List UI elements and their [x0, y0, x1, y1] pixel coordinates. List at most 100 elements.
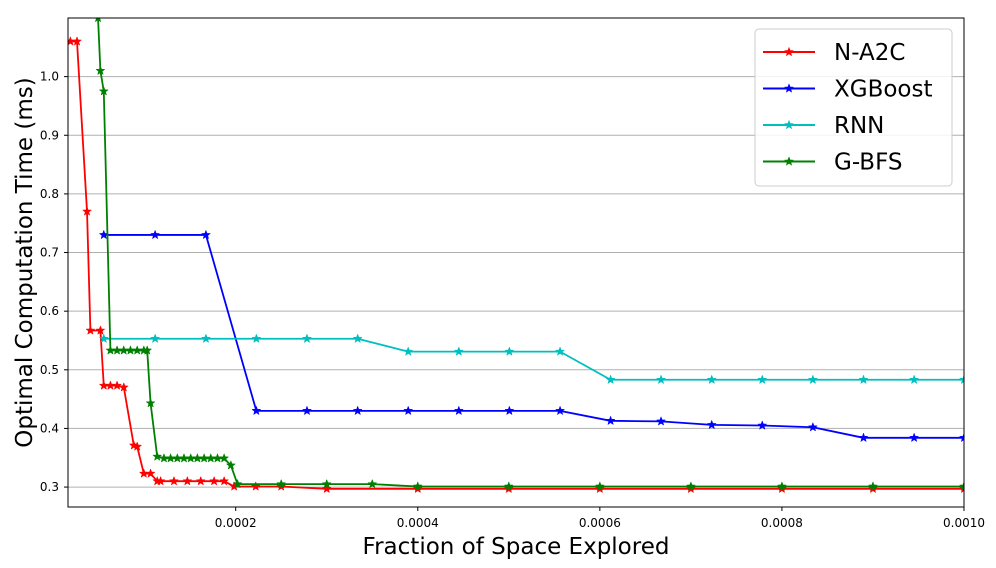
- x-tick-label: 0.0010: [943, 516, 985, 530]
- x-tick-label: 0.0004: [397, 516, 439, 530]
- legend: N-A2C XGBoost RNN G-BFS: [754, 28, 953, 187]
- legend-item-rnn: RNN: [763, 113, 884, 139]
- data-point-n-a2c: [195, 475, 206, 486]
- data-point-g-bfs: [232, 478, 243, 489]
- axis-ticks: 0.3 0.4 0.5 0.6 0.7 0.8 0.9 1.0 0.0002 0.0004 0.00…: [40, 70, 985, 530]
- y-tick-label: 0.7: [40, 246, 59, 260]
- data-point-n-a2c: [118, 382, 129, 392]
- data-point-xgboost: [655, 416, 667, 426]
- y-tick-label: 0.8: [40, 187, 59, 201]
- y-tick-label: 0.4: [40, 421, 59, 435]
- data-point-xgboost: [403, 405, 414, 416]
- data-point-n-a2c: [155, 475, 166, 486]
- y-tick-label: 0.5: [40, 363, 59, 377]
- series-xgboost: [98, 229, 964, 443]
- legend-label: G-BFS: [834, 150, 903, 176]
- data-point-rnn: [655, 374, 667, 385]
- legend-marker: [783, 119, 795, 130]
- data-point-g-bfs: [95, 65, 106, 76]
- data-point-rnn: [605, 374, 616, 385]
- x-tick-label: 0.0002: [215, 516, 257, 530]
- data-point-n-a2c: [81, 206, 93, 216]
- data-point-xgboost: [757, 420, 768, 430]
- data-point-n-a2c: [182, 475, 193, 486]
- data-point-rnn: [301, 333, 313, 344]
- data-point-rnn: [958, 374, 964, 385]
- data-point-xgboost: [555, 405, 566, 416]
- data-point-rnn: [200, 333, 211, 344]
- x-axis-label: Fraction of Space Explored: [363, 534, 670, 560]
- data-point-g-bfs: [94, 18, 102, 23]
- data-point-n-a2c: [71, 36, 83, 46]
- data-point-n-a2c: [168, 475, 180, 486]
- legend-marker: [783, 46, 795, 57]
- data-point-rnn: [706, 374, 717, 385]
- x-tick-label: 0.0006: [579, 516, 621, 530]
- data-point-rnn: [403, 346, 414, 356]
- data-point-g-bfs: [594, 481, 605, 491]
- data-point-rnn: [352, 333, 363, 344]
- data-point-rnn: [757, 374, 768, 385]
- data-point-xgboost: [706, 419, 717, 430]
- data-point-g-bfs: [867, 481, 879, 491]
- data-point-rnn: [858, 374, 869, 385]
- data-point-g-bfs: [367, 478, 378, 489]
- data-point-xgboost: [605, 415, 616, 426]
- data-point-g-bfs: [321, 478, 332, 489]
- data-point-g-bfs: [98, 85, 109, 96]
- series-n-a2c: [68, 36, 964, 494]
- data-point-n-a2c: [145, 468, 156, 478]
- data-point-xgboost: [251, 405, 262, 416]
- data-point-n-a2c: [112, 380, 123, 390]
- data-point-rnn: [909, 374, 920, 385]
- x-tick-label: 0.0008: [761, 516, 803, 530]
- data-point-n-a2c: [132, 441, 143, 451]
- data-point-rnn: [504, 346, 515, 356]
- series-g-bfs: [94, 18, 964, 491]
- data-point-xgboost: [504, 405, 515, 416]
- data-point-xgboost: [909, 432, 920, 443]
- data-point-g-bfs: [225, 460, 236, 470]
- data-point-rnn: [251, 333, 262, 344]
- legend-item-g-bfs: G-BFS: [763, 150, 903, 176]
- data-point-g-bfs: [276, 478, 287, 489]
- legend-label: XGBoost: [834, 77, 933, 103]
- data-point-n-a2c: [85, 325, 96, 335]
- series-line-rnn: [103, 337, 964, 381]
- data-point-rnn: [555, 346, 566, 356]
- data-point-n-a2c: [219, 475, 230, 486]
- data-point-xgboost: [958, 432, 964, 443]
- legend-label: RNN: [834, 113, 884, 139]
- data-point-g-bfs: [412, 481, 423, 491]
- data-point-g-bfs: [142, 345, 153, 355]
- data-point-g-bfs: [503, 481, 514, 491]
- data-point-xgboost: [807, 421, 818, 432]
- data-point-n-a2c: [95, 325, 106, 335]
- plot-frame: [67, 17, 965, 508]
- data-point-rnn: [150, 333, 161, 344]
- data-point-g-bfs: [145, 397, 156, 408]
- y-axis-label: Optimal Computation Time (ms): [12, 77, 38, 447]
- data-point-g-bfs: [958, 481, 964, 491]
- y-tick-label: 0.3: [40, 480, 59, 494]
- y-tick-label: 0.9: [40, 128, 59, 142]
- data-point-xgboost: [858, 432, 869, 443]
- series-layer: [68, 18, 964, 494]
- data-point-xgboost: [352, 405, 363, 416]
- data-point-xgboost: [150, 229, 161, 240]
- y-tick-label: 0.6: [40, 304, 59, 318]
- data-point-rnn: [453, 346, 464, 356]
- series-line-g-bfs: [97, 18, 964, 488]
- data-point-rnn: [807, 374, 818, 385]
- data-point-xgboost: [301, 405, 313, 416]
- data-point-g-bfs: [776, 481, 787, 491]
- y-tick-label: 1.0: [40, 70, 59, 84]
- data-point-rnn: [98, 333, 109, 344]
- data-point-xgboost: [453, 405, 464, 416]
- data-point-xgboost: [200, 229, 211, 240]
- series-line-xgboost: [103, 234, 964, 439]
- data-point-g-bfs: [152, 451, 163, 461]
- series-rnn: [98, 333, 964, 385]
- data-point-g-bfs: [685, 481, 696, 491]
